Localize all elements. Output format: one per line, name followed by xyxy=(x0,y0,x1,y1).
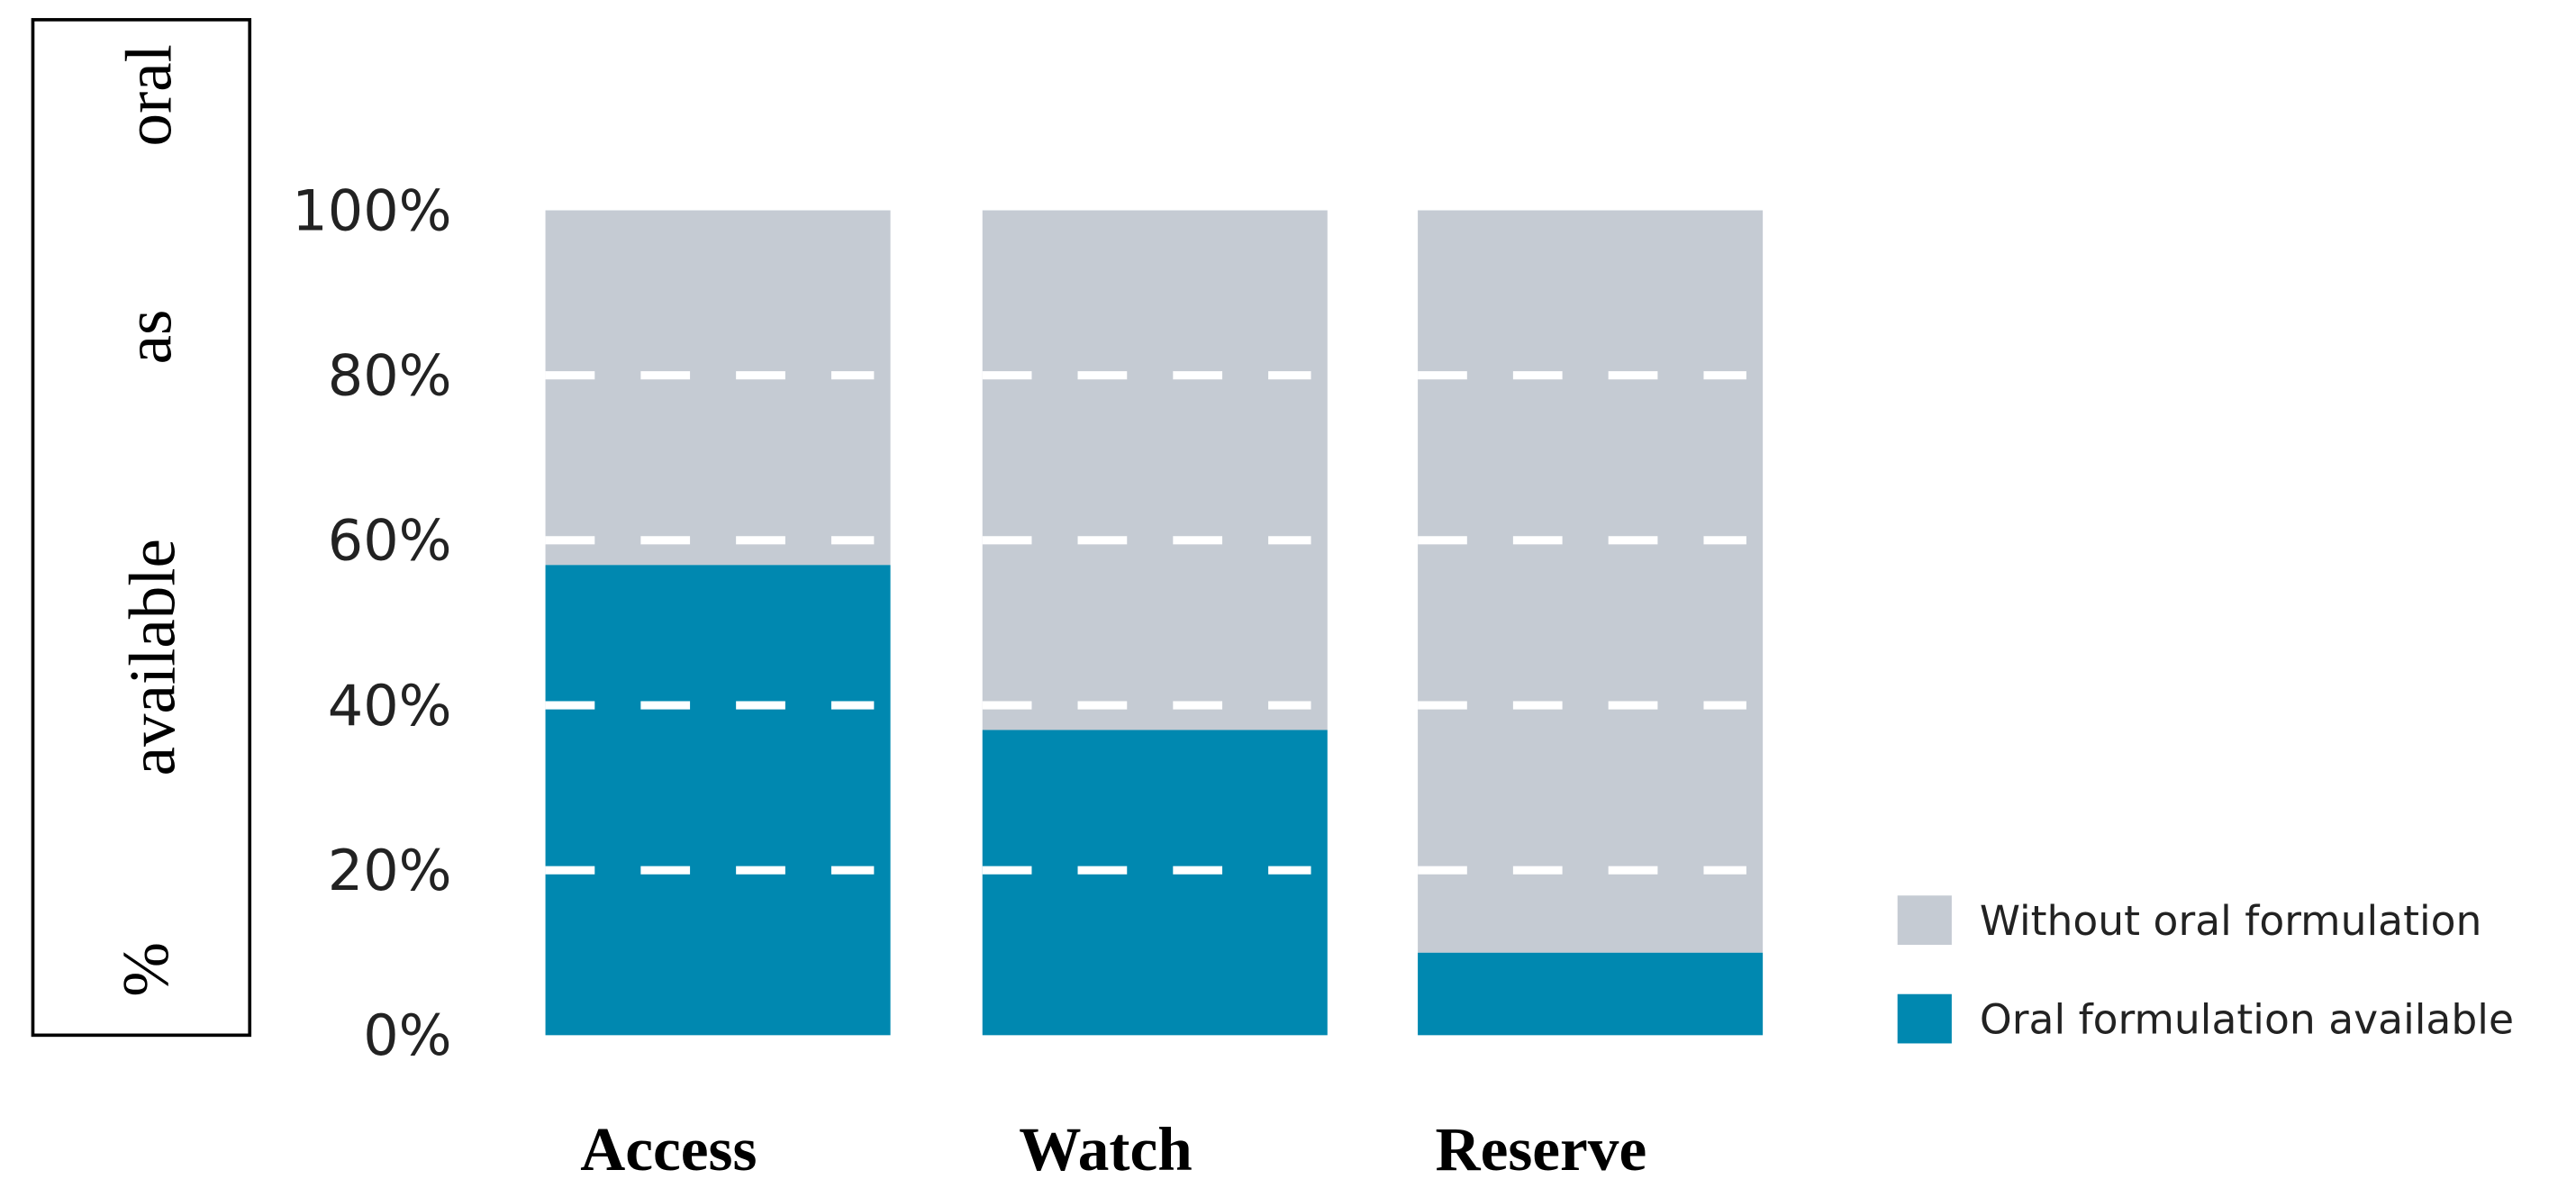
y-tick-label: 0% xyxy=(363,1002,451,1068)
x-tick-labels: Access Watch Reserve xyxy=(580,1114,1646,1183)
y-label-word-available: available xyxy=(115,539,188,775)
y-tick-label: 20% xyxy=(328,838,452,903)
legend-label-without-oral: Without oral formulation xyxy=(1980,897,2482,945)
x-tick-label-watch: Watch xyxy=(1019,1114,1192,1183)
bar-oral-available-access xyxy=(545,565,891,1036)
bar-without-oral-access xyxy=(545,210,891,566)
y-tick-label: 80% xyxy=(328,343,452,409)
legend-label-oral-available: Oral formulation available xyxy=(1980,996,2514,1044)
y-tick-labels: 0% 20% 40% 60% 80% 100% xyxy=(292,177,451,1068)
y-label-word-percent: % xyxy=(109,942,182,997)
legend-swatch-oral-available xyxy=(1897,993,1952,1044)
y-axis-label-box: % available as oral xyxy=(31,18,252,1038)
y-label-word-as: as xyxy=(113,310,186,365)
bar-without-oral-watch xyxy=(982,210,1328,730)
y-label-word-oral: oral xyxy=(113,44,186,146)
x-tick-label-reserve: Reserve xyxy=(1436,1114,1647,1183)
y-tick-label: 60% xyxy=(328,508,452,574)
legend-swatch-without-oral xyxy=(1897,895,1952,945)
y-tick-label: 40% xyxy=(328,673,452,739)
y-tick-label: 100% xyxy=(292,177,451,243)
bar-without-oral-reserve xyxy=(1418,210,1764,953)
bar-oral-available-reserve xyxy=(1418,952,1764,1036)
legend: Without oral formulation Oral formulatio… xyxy=(1897,895,2514,1044)
bar-oral-available-watch xyxy=(982,730,1328,1036)
bars xyxy=(545,210,1764,1036)
x-tick-label-access: Access xyxy=(580,1114,757,1183)
